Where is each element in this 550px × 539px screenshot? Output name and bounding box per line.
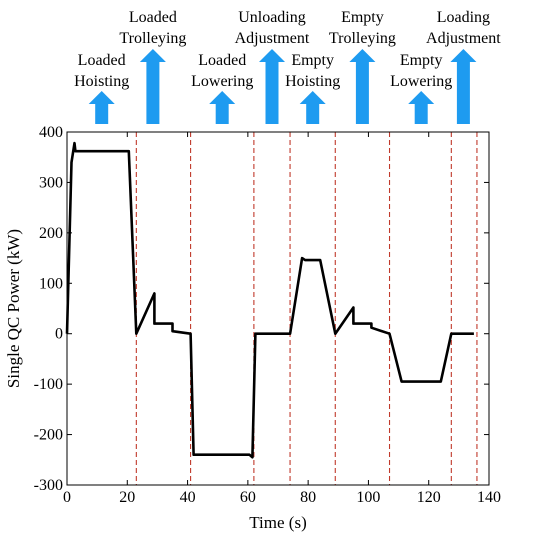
up-arrow-icon: [450, 49, 477, 124]
phase-label-line: Loaded: [78, 52, 126, 69]
up-arrow-icon: [209, 91, 236, 124]
phase-arrows: [88, 49, 477, 124]
y-tick-label: -200: [34, 427, 63, 444]
phase-label-line: Adjustment: [426, 30, 501, 47]
phase-boundaries: [135, 132, 478, 485]
phase-label-line: Trolleying: [329, 30, 396, 47]
x-tick-label: 140: [477, 489, 501, 506]
x-tick-label: 80: [300, 489, 316, 506]
up-arrow-icon: [349, 49, 376, 124]
phase-label-line: Hoisting: [285, 73, 340, 90]
y-tick-label: 200: [39, 225, 63, 242]
up-arrow-icon: [408, 91, 435, 124]
phase-label-line: Loaded: [129, 9, 177, 26]
x-tick-label: 20: [119, 489, 135, 506]
up-arrow-icon: [259, 49, 285, 124]
tick-labels: 0 20 40 60 80 100 120 140 400 300 200 100 0 -100 -200 -…: [34, 124, 501, 506]
y-tick-label: 400: [39, 124, 63, 141]
phase-label-line: Lowering: [390, 73, 452, 90]
phase-label-line: Loading: [437, 9, 490, 26]
phase-labels: Loaded Hoisting Loaded Trolleying Loaded Lowe…: [74, 9, 501, 90]
phase-label-line: Empty: [291, 52, 334, 69]
phase-label-line: Hoisting: [74, 73, 129, 90]
phase-label-line: Empty: [400, 52, 443, 69]
y-tick-label: -100: [34, 376, 63, 393]
y-axis-label: Single QC Power (kW): [4, 229, 23, 388]
up-arrow-icon: [88, 91, 115, 124]
phase-label-line: Empty: [341, 9, 384, 26]
y-tick-label: -300: [34, 477, 63, 494]
x-tick-label: 0: [63, 489, 71, 506]
power-series-line: [65, 141, 474, 459]
y-tick-label: 100: [39, 275, 63, 292]
x-axis-label: Time (s): [249, 513, 306, 532]
phase-label-line: Adjustment: [235, 30, 310, 47]
phase-label-line: Loaded: [198, 52, 246, 69]
y-tick-label: 300: [39, 174, 63, 191]
phase-label-line: Trolleying: [119, 30, 186, 47]
up-arrow-icon: [139, 49, 166, 124]
x-tick-label: 100: [356, 489, 380, 506]
y-tick-label: 0: [55, 326, 63, 343]
phase-label-line: Unloading: [238, 9, 306, 26]
x-tick-label: 60: [240, 489, 256, 506]
x-tick-label: 40: [180, 489, 196, 506]
phase-label-line: Lowering: [191, 73, 253, 90]
x-tick-label: 120: [417, 489, 441, 506]
up-arrow-icon: [299, 91, 326, 124]
